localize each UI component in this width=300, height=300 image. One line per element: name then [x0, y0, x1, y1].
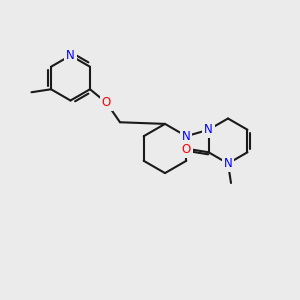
Text: N: N [182, 130, 191, 143]
Text: N: N [66, 49, 75, 62]
Text: N: N [204, 123, 213, 136]
Text: N: N [224, 157, 232, 170]
Text: O: O [102, 96, 111, 109]
Text: O: O [182, 143, 191, 156]
